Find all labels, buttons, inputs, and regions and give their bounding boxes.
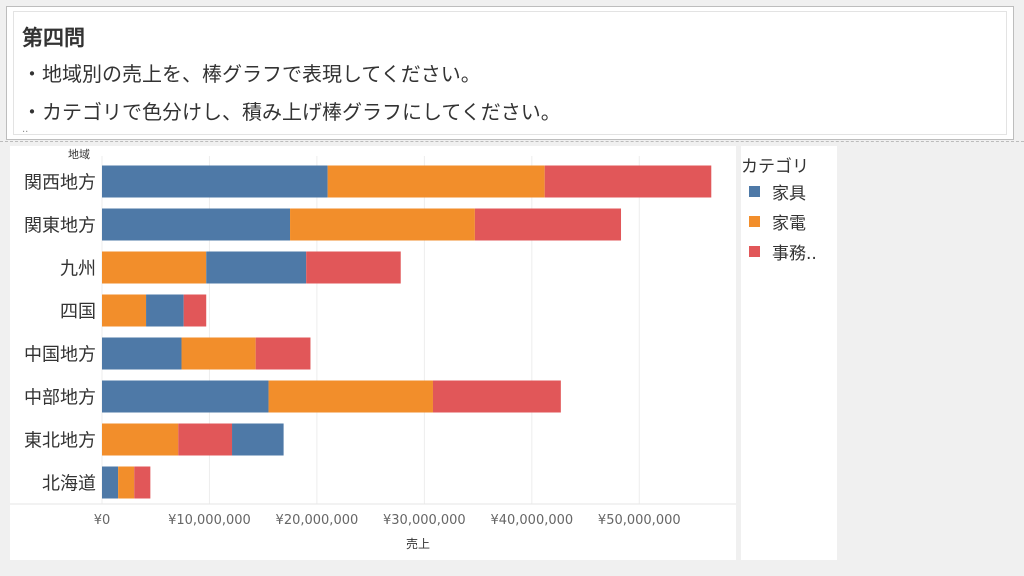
x-axis-title: 売上 bbox=[406, 536, 430, 551]
bar-segment[interactable] bbox=[255, 337, 311, 370]
bar-segment[interactable] bbox=[181, 337, 256, 370]
bar-segment[interactable] bbox=[134, 466, 151, 499]
bar-segment[interactable] bbox=[102, 165, 328, 198]
legend-item-office[interactable]: 事務.. bbox=[749, 240, 817, 264]
bar-segment[interactable] bbox=[268, 380, 433, 413]
bar-segment[interactable] bbox=[118, 466, 135, 499]
x-tick-label: ¥40,000,000 bbox=[490, 513, 573, 528]
bar-segment[interactable] bbox=[102, 466, 119, 499]
y-tick-label: 中国地方 bbox=[24, 345, 96, 366]
y-tick-label: 北海道 bbox=[42, 474, 96, 495]
legend-swatch-appliances bbox=[749, 215, 760, 227]
bar-segment[interactable] bbox=[306, 251, 401, 284]
bar-segment[interactable] bbox=[102, 423, 179, 456]
x-tick-label: ¥10,000,000 bbox=[168, 513, 251, 528]
legend-label-appliances: 家電 bbox=[772, 213, 806, 234]
dashboard-separator bbox=[0, 141, 1024, 142]
bar-segment[interactable] bbox=[290, 208, 475, 241]
legend-item-furniture[interactable]: 家具 bbox=[749, 180, 806, 204]
x-tick-label: ¥0 bbox=[94, 513, 111, 528]
bar-segment[interactable] bbox=[102, 251, 207, 284]
bar-segment[interactable] bbox=[327, 165, 545, 198]
y-tick-label: 九州 bbox=[60, 259, 96, 280]
legend-label-office: 事務.. bbox=[772, 243, 817, 264]
question-panel: 第四問 ・地域別の売上を、棒グラフで表現してください。 ・カテゴリで色分けし、積… bbox=[6, 6, 1014, 140]
question-title: 第四問 bbox=[22, 26, 85, 50]
question-instruction-1: ・地域別の売上を、棒グラフで表現してください。 bbox=[22, 62, 481, 86]
bar-segment[interactable] bbox=[102, 337, 182, 370]
bar-segment[interactable] bbox=[102, 294, 147, 327]
legend-title: カテゴリ bbox=[741, 157, 809, 177]
bar-segment[interactable] bbox=[206, 251, 307, 284]
bar-segment[interactable] bbox=[474, 208, 622, 241]
bar-segment[interactable] bbox=[146, 294, 184, 327]
y-tick-label: 四国 bbox=[60, 302, 96, 323]
bar-segment[interactable] bbox=[102, 380, 269, 413]
bar-segment[interactable] bbox=[544, 165, 712, 198]
more-indicator: .. bbox=[22, 124, 29, 135]
legend-swatch-office bbox=[749, 245, 760, 257]
x-tick-label: ¥50,000,000 bbox=[598, 513, 681, 528]
bar-segment[interactable] bbox=[178, 423, 233, 456]
legend-panel: カテゴリ 家具 家電 事務.. bbox=[741, 146, 837, 560]
legend-item-appliances[interactable]: 家電 bbox=[749, 210, 806, 234]
y-tick-label: 関東地方 bbox=[24, 216, 96, 237]
bar-segment[interactable] bbox=[183, 294, 207, 327]
y-tick-label: 中部地方 bbox=[24, 388, 96, 409]
legend-label-furniture: 家具 bbox=[772, 183, 806, 204]
x-tick-label: ¥30,000,000 bbox=[383, 513, 466, 528]
bar-segment[interactable] bbox=[432, 380, 561, 413]
bar-segment[interactable] bbox=[102, 208, 291, 241]
question-instruction-2: ・カテゴリで色分けし、積み上げ棒グラフにしてください。 bbox=[22, 100, 561, 124]
legend-swatch-furniture bbox=[749, 185, 760, 197]
y-tick-label: 関西地方 bbox=[24, 173, 96, 194]
y-axis-title: 地域 bbox=[68, 148, 90, 161]
bar-segment[interactable] bbox=[232, 423, 284, 456]
y-tick-label: 東北地方 bbox=[24, 431, 96, 452]
chart-panel[interactable]: 地域関西地方関東地方九州四国中国地方中部地方東北地方北海道 ¥0 ¥10,000,0… bbox=[10, 146, 736, 560]
x-tick-label: ¥20,000,000 bbox=[276, 513, 359, 528]
question-text-box: 第四問 ・地域別の売上を、棒グラフで表現してください。 ・カテゴリで色分けし、積… bbox=[13, 11, 1007, 135]
